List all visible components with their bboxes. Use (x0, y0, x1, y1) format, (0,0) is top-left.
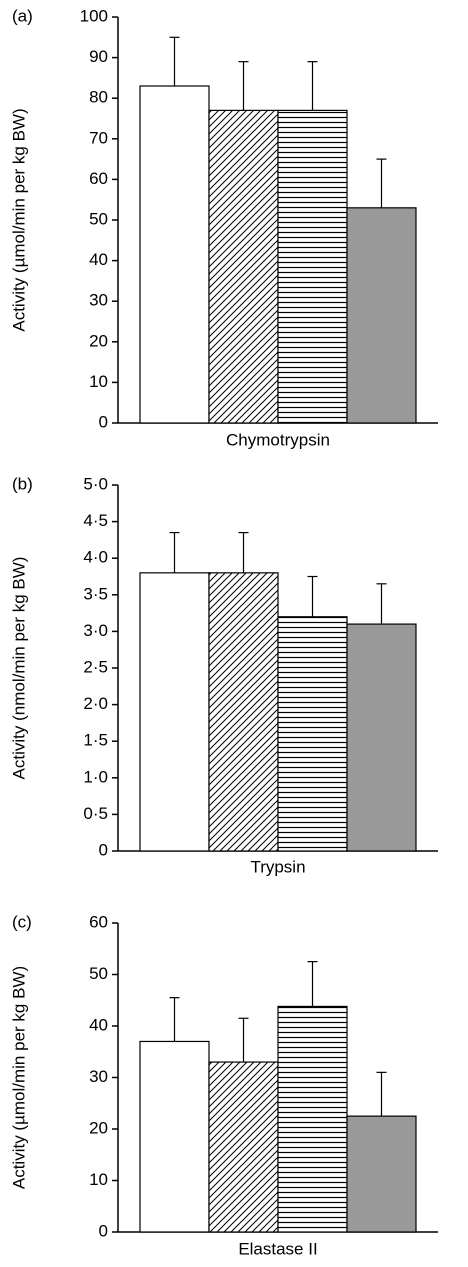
y-tick-label: 20 (89, 1118, 108, 1137)
bar (208, 572, 279, 852)
y-tick-label: 70 (89, 128, 108, 147)
y-tick-label: 10 (89, 1170, 108, 1189)
y-tick-label: 30 (89, 1067, 108, 1086)
panel-label: (b) (12, 474, 33, 493)
y-tick-label: 4·0 (83, 548, 108, 567)
y-axis-label: Activity (µmol/min per kg BW) (9, 108, 28, 331)
y-tick-label: 1·5 (83, 731, 108, 750)
bar (346, 207, 417, 424)
y-tick-label: 40 (89, 250, 108, 269)
bar (208, 1061, 279, 1233)
y-tick-label: 0 (99, 412, 108, 431)
y-tick-label: 20 (89, 331, 108, 350)
y-axis-label: Activity (µmol/min per kg BW) (9, 966, 28, 1189)
y-tick-label: 3·5 (83, 584, 108, 603)
panel-label: (a) (12, 6, 33, 25)
x-axis-label: Chymotrypsin (226, 430, 330, 449)
y-tick-label: 4·5 (83, 511, 108, 530)
y-tick-label: 30 (89, 291, 108, 310)
x-axis-label: Trypsin (250, 857, 305, 876)
y-tick-label: 60 (89, 169, 108, 188)
bar (208, 109, 279, 424)
x-axis-label: Elastase II (238, 1239, 317, 1258)
bar (139, 1040, 210, 1233)
y-tick-label: 0 (99, 1221, 108, 1240)
y-tick-label: 1·0 (83, 767, 108, 786)
y-tick-label: 80 (89, 88, 108, 107)
y-tick-label: 0·5 (83, 804, 108, 823)
y-tick-label: 2·0 (83, 694, 108, 713)
bar (139, 572, 210, 852)
y-tick-label: 0 (99, 840, 108, 859)
bar (277, 616, 348, 852)
bar (346, 623, 417, 852)
y-tick-label: 40 (89, 1015, 108, 1034)
y-tick-label: 3·0 (83, 621, 108, 640)
bar (139, 85, 210, 424)
y-axis-label: Activity (nmol/min per kg BW) (9, 557, 28, 780)
y-tick-label: 100 (80, 6, 108, 25)
y-tick-label: 10 (89, 372, 108, 391)
bar (277, 109, 348, 424)
bar (277, 1005, 348, 1233)
bar (346, 1115, 417, 1233)
y-tick-label: 2·5 (83, 657, 108, 676)
y-tick-label: 60 (89, 912, 108, 931)
panel-label: (c) (12, 912, 32, 931)
y-tick-label: 90 (89, 47, 108, 66)
y-tick-label: 50 (89, 209, 108, 228)
y-tick-label: 5·0 (83, 474, 108, 493)
y-tick-label: 50 (89, 964, 108, 983)
